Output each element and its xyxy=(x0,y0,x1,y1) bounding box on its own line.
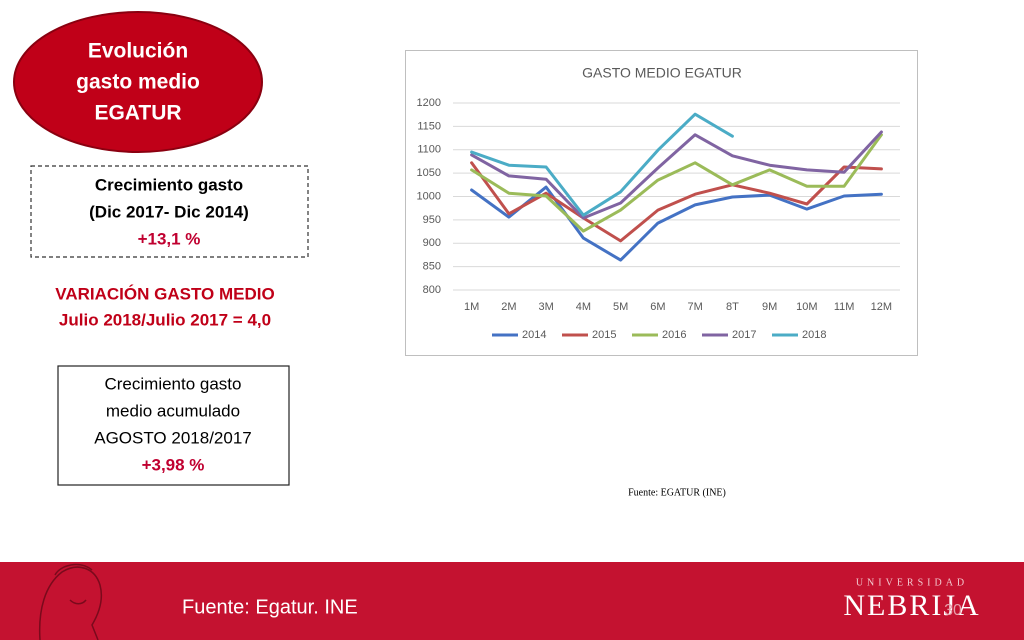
y-tick-label: 1200 xyxy=(417,97,441,109)
x-tick-label: 10M xyxy=(796,301,817,313)
x-tick-label: 11M xyxy=(834,301,855,313)
series-line xyxy=(470,185,883,262)
x-tick-label: 1M xyxy=(464,301,479,313)
title-ellipse xyxy=(13,11,263,153)
variation-text: Julio 2018/Julio 2017 = 4,0 xyxy=(59,310,271,329)
cumulative-text: medio acumulado xyxy=(106,401,240,420)
x-tick-label: 4M xyxy=(576,301,591,313)
x-tick-label: 8T xyxy=(726,301,739,313)
founder-illustration xyxy=(38,563,103,640)
legend-label: 2016 xyxy=(662,329,686,341)
y-tick-label: 850 xyxy=(423,261,441,273)
university-small: UNIVERSIDAD xyxy=(856,577,968,588)
x-tick-label: 12M xyxy=(871,301,892,313)
y-tick-label: 1100 xyxy=(417,144,441,156)
y-tick-label: 950 xyxy=(423,214,441,226)
cumulative-text: Crecimiento gasto xyxy=(104,374,241,393)
x-tick-label: 7M xyxy=(687,301,702,313)
growth-value: +13,1 % xyxy=(138,229,201,248)
series-line xyxy=(470,130,883,220)
y-tick-label: 900 xyxy=(423,237,441,249)
x-tick-label: 6M xyxy=(650,301,665,313)
legend-label: 2014 xyxy=(522,329,546,341)
y-tick-label: 1050 xyxy=(417,167,441,179)
y-tick-label: 800 xyxy=(423,284,441,296)
growth-text: Crecimiento gasto xyxy=(95,175,243,194)
title-line: gasto medio xyxy=(76,71,200,94)
series-line xyxy=(470,112,734,217)
title-line: Evolución xyxy=(88,40,188,63)
legend-label: 2018 xyxy=(802,329,826,341)
chart-layer: 800 850 900 950 1000 1050 1100 1150 1200 1M 2M 3M 4M… xyxy=(417,97,900,341)
variation-text: VARIACIÓN GASTO MEDIO xyxy=(55,284,274,303)
legend-label: 2017 xyxy=(732,329,756,341)
x-tick-label: 9M xyxy=(762,301,777,313)
growth-box xyxy=(30,165,309,258)
cumulative-box xyxy=(57,365,290,486)
legend-label: 2015 xyxy=(592,329,616,341)
title-line: EGATUR xyxy=(94,102,181,125)
x-tick-label: 2M xyxy=(501,301,516,313)
footer-band xyxy=(0,562,1024,640)
y-tick-label: 1000 xyxy=(417,190,441,202)
footer-source: Fuente: Egatur. INE xyxy=(182,596,358,618)
series-line xyxy=(470,133,883,233)
cumulative-value: +3,98 % xyxy=(142,455,205,474)
growth-text: (Dic 2017- Dic 2014) xyxy=(89,202,249,221)
university-name: NEBRIJA xyxy=(843,589,980,622)
page-number: 30 xyxy=(944,602,962,619)
chart-title: GASTO MEDIO EGATUR xyxy=(582,65,742,81)
x-tick-label: 5M xyxy=(613,301,628,313)
x-tick-label: 3M xyxy=(538,301,553,313)
chart-source: Fuente: EGATUR (INE) xyxy=(628,487,726,498)
y-tick-label: 1150 xyxy=(417,120,441,132)
cumulative-text: AGOSTO 2018/2017 xyxy=(94,428,252,447)
